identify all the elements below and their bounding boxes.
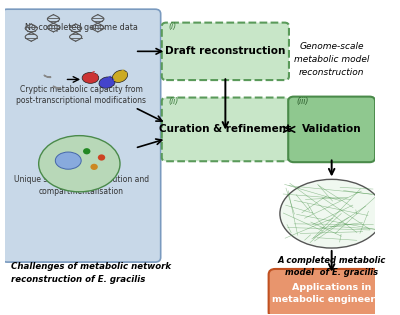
Ellipse shape: [112, 70, 128, 83]
Text: (iii): (iii): [296, 97, 309, 106]
Ellipse shape: [82, 72, 99, 83]
Text: Validation: Validation: [302, 124, 362, 135]
FancyBboxPatch shape: [2, 9, 161, 262]
FancyBboxPatch shape: [288, 97, 375, 162]
Text: Curation & refinement: Curation & refinement: [159, 124, 292, 135]
FancyBboxPatch shape: [162, 98, 289, 161]
Ellipse shape: [99, 77, 115, 88]
FancyArrowPatch shape: [53, 86, 60, 89]
Ellipse shape: [39, 136, 120, 192]
Text: Unique subcellular distribution and
compartmentalisation: Unique subcellular distribution and comp…: [14, 175, 149, 196]
FancyArrowPatch shape: [44, 75, 51, 77]
FancyBboxPatch shape: [162, 23, 289, 80]
Circle shape: [98, 154, 105, 161]
Ellipse shape: [55, 152, 81, 169]
Text: (ii): (ii): [169, 97, 179, 106]
Text: Challenges of metabolic network
reconstruction of E. gracilis: Challenges of metabolic network reconstr…: [11, 262, 171, 284]
Text: (i): (i): [169, 22, 177, 31]
Circle shape: [90, 164, 98, 170]
Ellipse shape: [280, 179, 384, 248]
FancyBboxPatch shape: [269, 269, 395, 315]
Text: No completed genome data: No completed genome data: [25, 23, 138, 32]
Circle shape: [83, 148, 90, 154]
Text: Draft reconstruction: Draft reconstruction: [165, 46, 286, 56]
Text: Applications in
metabolic engineering: Applications in metabolic engineering: [272, 283, 392, 304]
Text: A completed metabolic
model  of E. gracilis: A completed metabolic model of E. gracil…: [278, 256, 386, 277]
Text: Genome-scale
metabolic model
reconstruction: Genome-scale metabolic model reconstruct…: [294, 42, 369, 77]
Text: Cryptic metabolic capacity from
post-transcriptional modifications: Cryptic metabolic capacity from post-tra…: [16, 85, 146, 106]
